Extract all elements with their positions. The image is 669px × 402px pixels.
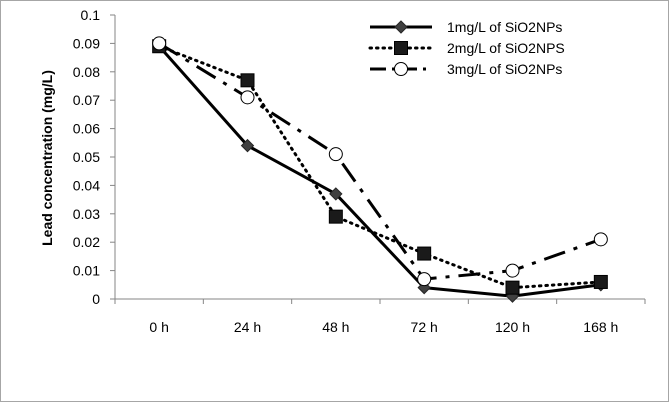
data-point [240,138,255,153]
legend-marker [394,20,408,34]
data-point [417,272,432,287]
data-point [593,274,608,289]
series-line [158,42,602,281]
data-point [593,232,608,247]
series-1 [152,39,608,303]
data-point [328,209,343,224]
y-tick-label: 0.01 [73,263,100,279]
legend-label: 2mg/L of SiO2NPS [447,40,565,56]
data-point [329,187,343,201]
x-tick-label: 168 h [583,319,618,335]
data-point [417,246,432,261]
legend-item: 3mg/L of SiO2NPs [370,61,562,77]
legend-label: 3mg/L of SiO2NPs [447,61,562,77]
legend-item: 1mg/L of SiO2NPs [370,19,562,35]
y-axis-label: Lead concentration (mg/L) [39,70,55,246]
legend: 1mg/L of SiO2NPs 2mg/L of SiO2NPS 3mg/L of… [368,19,565,77]
y-tick-label: 0.03 [73,206,100,222]
y-tick-label: 0 [92,291,100,307]
x-tick-label: 24 h [234,319,261,335]
data-point [328,147,343,162]
x-tick-label: 0 h [149,319,168,335]
x-tick-label: 48 h [322,319,349,335]
y-tick-label: 0.08 [73,64,100,80]
y-tick-label: 0.09 [73,35,100,51]
y-tick-label: 0.07 [73,92,100,108]
legend-marker [394,41,408,55]
series-line [157,44,603,290]
y-tick-label: 0.05 [73,149,100,165]
y-tick-label: 0.02 [73,234,100,250]
series-layer [152,36,608,303]
data-point [240,73,255,88]
legend-marker [394,62,408,76]
series-3 [152,36,608,287]
y-tick-label: 0.06 [73,121,100,137]
x-tick-label: 120 h [495,319,530,335]
series-2 [152,39,608,295]
data-point [505,263,520,278]
x-tick-label: 72 h [411,319,438,335]
data-point [240,90,255,105]
data-point [505,280,520,295]
y-tick-label: 0.04 [73,177,100,193]
legend-item: 2mg/L of SiO2NPS [368,40,565,56]
data-point [152,36,167,51]
series-line [158,45,602,298]
legend-label: 1mg/L of SiO2NPs [447,19,562,35]
axes: 0 0.01 0.02 0.03 0.04 0.05 0.06 0.07 0.08 0.09 0.1… [73,7,646,335]
y-tick-label: 0.1 [81,7,101,23]
